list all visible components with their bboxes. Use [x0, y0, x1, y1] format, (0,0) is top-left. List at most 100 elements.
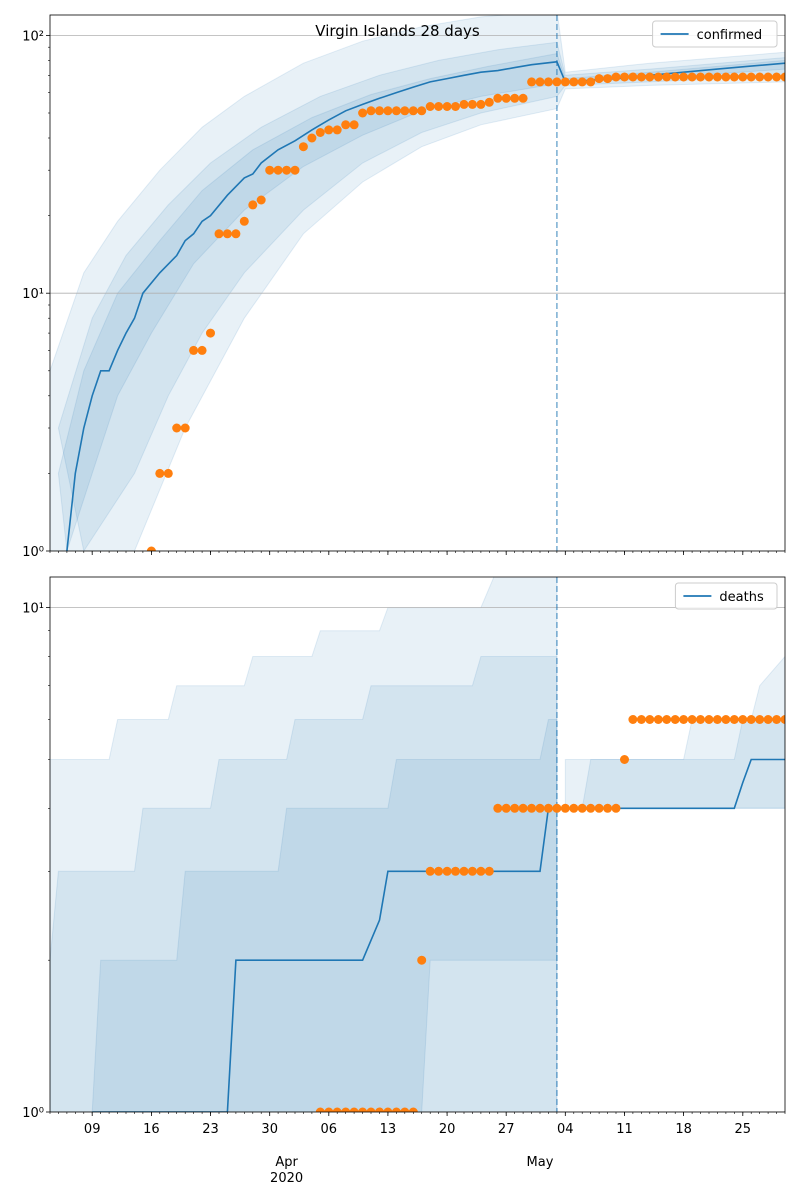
observed-point — [755, 715, 765, 724]
observed-point — [172, 423, 182, 433]
observed-point — [755, 72, 765, 82]
observed-point — [780, 72, 785, 82]
observed-point — [704, 715, 714, 724]
observed-point — [611, 72, 621, 82]
observed-point — [594, 74, 604, 84]
observed-point — [434, 102, 444, 111]
observed-point — [628, 72, 638, 82]
observed-point — [231, 229, 241, 239]
uncertainty-band-3 — [57, 53, 785, 551]
x-tick-label: 16 — [143, 1122, 160, 1137]
observed-point — [375, 1107, 384, 1112]
observed-point — [442, 102, 452, 111]
observed-point — [366, 106, 376, 116]
observed-point — [636, 715, 646, 724]
plot-area — [50, 15, 785, 551]
observed-point — [273, 165, 283, 175]
observed-point — [560, 803, 570, 813]
observed-point — [518, 803, 528, 813]
observed-point — [518, 93, 528, 103]
observed-point — [704, 72, 714, 82]
observed-point — [746, 72, 756, 82]
observed-point — [721, 715, 731, 724]
uncertainty-band-2 — [57, 41, 785, 551]
y-tick-label: 10² — [22, 29, 44, 44]
x-tick-label: 18 — [675, 1122, 692, 1137]
observed-point — [729, 715, 739, 724]
observed-point — [358, 1107, 368, 1112]
observed-point — [417, 955, 427, 965]
observed-point — [662, 715, 672, 724]
observed-point — [248, 200, 258, 210]
observed-point — [307, 133, 317, 143]
observed-point — [611, 803, 621, 813]
legend-box — [674, 582, 778, 610]
x-tick-label: 20 — [439, 1122, 456, 1137]
observed-point — [645, 72, 655, 82]
observed-point — [290, 165, 300, 175]
observed-point — [746, 715, 756, 724]
observed-point — [341, 1107, 351, 1112]
x-tick-label: 23 — [202, 1122, 219, 1137]
observed-point — [467, 99, 477, 109]
observed-point — [763, 715, 773, 724]
observed-point — [738, 715, 748, 724]
observed-point — [510, 93, 520, 103]
observed-point — [535, 803, 545, 813]
observed-point — [451, 866, 460, 876]
observed-point — [434, 866, 444, 876]
observed-point — [645, 715, 655, 724]
observed-point — [349, 1107, 359, 1112]
observed-point — [569, 77, 579, 87]
observed-point — [569, 803, 579, 813]
observed-point — [467, 866, 477, 876]
observed-point — [543, 803, 553, 813]
observed-point — [552, 803, 562, 813]
observed-point — [763, 72, 773, 82]
observed-point — [324, 1107, 334, 1112]
observed-point — [493, 803, 503, 813]
observed-point — [391, 1107, 401, 1112]
observed-point — [282, 165, 292, 175]
observed-point — [383, 106, 393, 116]
observed-point — [256, 195, 266, 205]
observed-point — [712, 72, 722, 82]
observed-point — [679, 715, 689, 724]
observed-point — [662, 72, 672, 82]
observed-point — [552, 77, 562, 87]
chart-title: Virgin Islands 28 days — [315, 22, 480, 40]
observed-point — [712, 715, 722, 724]
observed-point — [180, 423, 190, 433]
observed-point — [594, 803, 604, 813]
observed-point — [577, 803, 587, 813]
observed-point — [476, 99, 486, 109]
observed-point — [459, 99, 469, 109]
observed-point — [501, 93, 511, 103]
observed-point — [459, 866, 469, 876]
observed-point — [400, 106, 410, 116]
legend-label: confirmed — [697, 28, 763, 43]
observed-point — [366, 1107, 376, 1112]
x-tick-label: 27 — [498, 1122, 515, 1137]
observed-point — [425, 102, 435, 111]
observed-point — [408, 1107, 418, 1112]
observed-point — [620, 72, 629, 82]
observed-point — [628, 715, 638, 724]
observed-point — [687, 72, 697, 82]
observed-point — [189, 345, 199, 355]
uncertainty-band-1 — [50, 15, 785, 551]
observed-point — [772, 72, 782, 82]
x-tick-label: 04 — [557, 1122, 574, 1137]
deaths-panel: 10⁰ 10¹ deaths — [22, 576, 786, 1121]
observed-point — [349, 120, 359, 130]
observed-point — [391, 106, 401, 116]
observed-point — [408, 106, 418, 116]
x-month-label: May — [527, 1155, 554, 1170]
observed-point — [653, 715, 663, 724]
observed-point — [163, 468, 173, 478]
observed-point — [417, 106, 427, 116]
observed-point — [315, 128, 325, 137]
y-tick-label: 10⁰ — [22, 545, 44, 560]
observed-point — [687, 715, 697, 724]
